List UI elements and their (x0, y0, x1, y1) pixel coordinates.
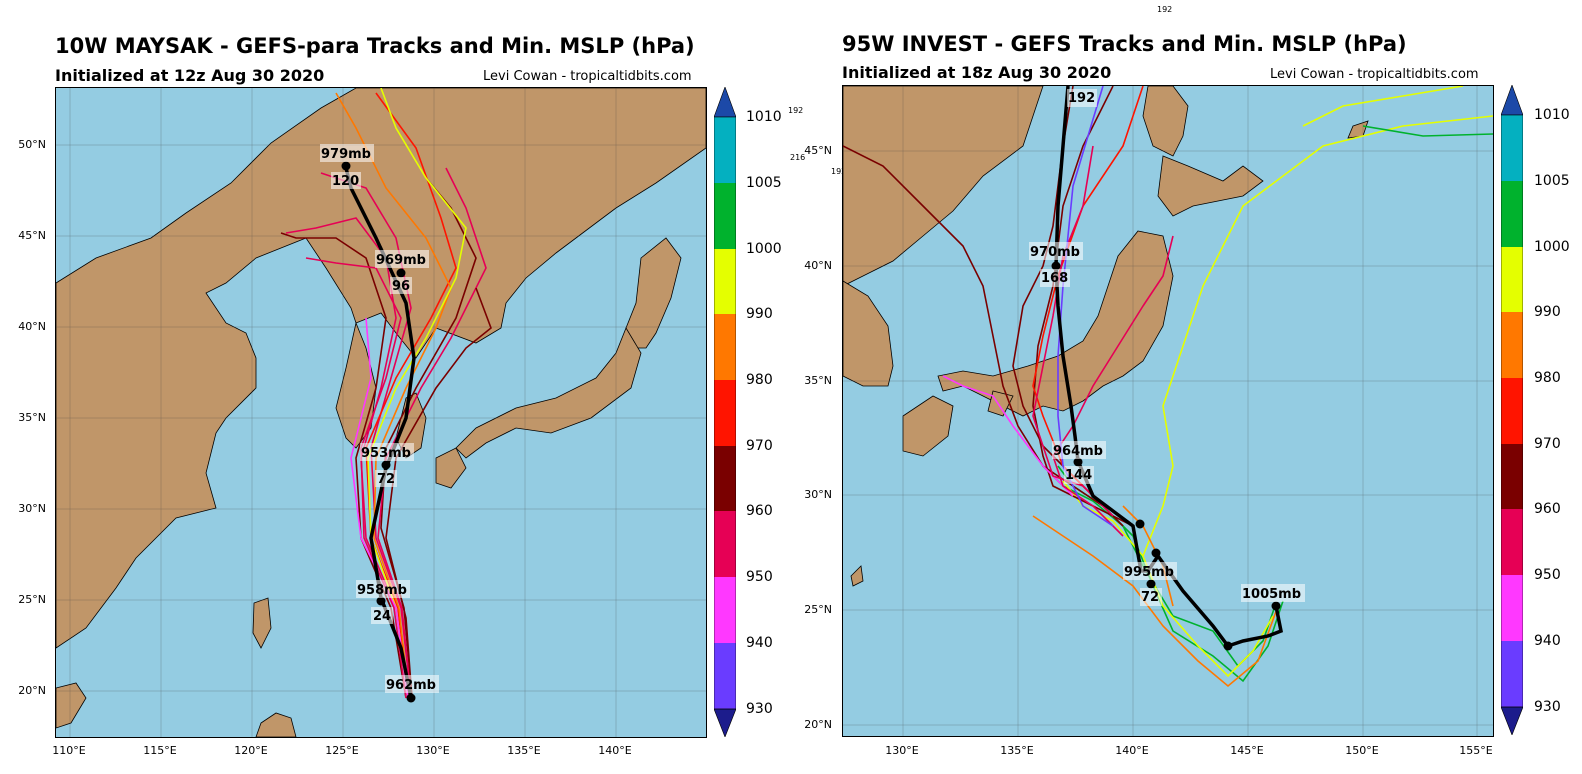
left-lat-label: 20°N (18, 684, 46, 697)
right-track-point (1051, 261, 1061, 271)
right-ann-192: 192 (1068, 91, 1095, 106)
right-lat-label: 40°N (804, 259, 832, 272)
left-ann-24: 24 (373, 609, 391, 624)
left-track-point (406, 693, 416, 703)
right-ann-168: 168 (1041, 271, 1068, 286)
right-lon-label: 145°E (1230, 744, 1264, 757)
right-track-point (1146, 579, 1156, 589)
left-lat-label: 50°N (18, 138, 46, 151)
left-ann-120: 120 (332, 174, 359, 189)
left-cbar-label: 970 (746, 438, 773, 454)
right-cbar-label: 1005 (1534, 173, 1570, 189)
right-colorbar (1501, 85, 1523, 735)
left-cbar-label: 990 (746, 306, 773, 322)
left-cbar-label: 930 (746, 701, 773, 717)
right-init: Initialized at 18z Aug 30 2020 (842, 63, 1112, 82)
left-ann-979mb: 979mb (321, 147, 371, 162)
left-lon-label: 120°E (234, 744, 268, 757)
right-map-svg: 979mb 192 970mb 168 964mb 144 995mb 72 1… (843, 86, 1493, 736)
left-lon-label: 135°E (507, 744, 541, 757)
right-ann-72: 72 (1141, 590, 1159, 605)
left-cbar-label: 1000 (746, 241, 782, 257)
right-lat-label: 25°N (804, 603, 832, 616)
left-ann-962mb: 962mb (386, 678, 436, 693)
left-track-point (376, 596, 386, 606)
left-ann-969mb: 969mb (376, 253, 426, 268)
right-cbar-label: 990 (1534, 304, 1561, 320)
left-cbar-label: 980 (746, 372, 773, 388)
left-ann-958mb: 958mb (357, 583, 407, 598)
left-ann-96: 96 (392, 279, 410, 294)
right-cbar-label: 970 (1534, 436, 1561, 452)
right-ann-144: 144 (1065, 468, 1092, 483)
right-lat-label: 30°N (804, 488, 832, 501)
left-lat-label: 40°N (18, 320, 46, 333)
left-lat-label: 35°N (18, 411, 46, 424)
left-lon-label: 125°E (325, 744, 359, 757)
right-lat-label: 20°N (804, 718, 832, 731)
right-cbar-label: 960 (1534, 501, 1561, 517)
left-ann-72: 72 (377, 472, 395, 487)
right-cbar-label: 980 (1534, 370, 1561, 386)
left-track-point (396, 268, 406, 278)
left-lon-label: 130°E (416, 744, 450, 757)
right-track-point (1135, 519, 1145, 529)
right-track-point (1151, 548, 1161, 558)
right-lon-label: 155°E (1459, 744, 1493, 757)
right-lon-label: 150°E (1345, 744, 1379, 757)
right-ann-964mb: 964mb (1053, 444, 1103, 459)
left-lat-label: 25°N (18, 593, 46, 606)
right-lon-label: 135°E (1000, 744, 1034, 757)
right-cbar-label: 930 (1534, 699, 1561, 715)
right-cbar-label: 950 (1534, 567, 1561, 583)
left-cbar-label: 1005 (746, 175, 782, 191)
left-lat-label: 45°N (18, 229, 46, 242)
right-track-point (1271, 601, 1281, 611)
right-ann-1005mb: 1005mb (1242, 587, 1301, 602)
right-track-point (1223, 641, 1233, 651)
left-lon-label: 110°E (52, 744, 86, 757)
right-map: 979mb 192 970mb 168 964mb 144 995mb 72 1… (842, 85, 1494, 737)
left-lon-label: 140°E (598, 744, 632, 757)
right-title: 95W INVEST - GEFS Tracks and Min. MSLP (… (842, 32, 1407, 56)
stray-label: 216 (790, 153, 806, 162)
left-track-point (381, 460, 391, 470)
left-cbar-label: 940 (746, 635, 773, 651)
right-cbar-label: 1010 (1534, 107, 1570, 123)
stray-label: 192 (831, 167, 847, 176)
right-cbar-label: 1000 (1534, 239, 1570, 255)
right-credit: Levi Cowan - tropicaltidbits.com (1270, 67, 1479, 82)
right-lat-label: 45°N (804, 144, 832, 157)
left-title: 10W MAYSAK - GEFS-para Tracks and Min. M… (55, 34, 695, 58)
left-map-svg: 979mb 120 969mb 96 953mb 72 958mb 24 962… (56, 88, 706, 737)
left-track-point (341, 161, 351, 171)
left-credit: Levi Cowan - tropicaltidbits.com (483, 69, 692, 84)
right-track-point (1073, 457, 1083, 467)
right-lon-label: 140°E (1115, 744, 1149, 757)
left-lon-label: 115°E (143, 744, 177, 757)
left-ann-953mb: 953mb (361, 446, 411, 461)
right-lon-label: 130°E (885, 744, 919, 757)
left-init: Initialized at 12z Aug 30 2020 (55, 66, 325, 85)
left-map: 979mb 120 969mb 96 953mb 72 958mb 24 962… (55, 87, 707, 738)
stray-label: 192 (1157, 5, 1173, 14)
left-lat-label: 30°N (18, 502, 46, 515)
left-cbar-label: 950 (746, 569, 773, 585)
left-colorbar (714, 87, 736, 737)
left-cbar-label: 1010 (746, 109, 782, 125)
right-lat-label: 35°N (804, 374, 832, 387)
right-cbar-label: 940 (1534, 633, 1561, 649)
stray-label: 192 (788, 106, 804, 115)
right-ann-995mb: 995mb (1124, 565, 1174, 580)
left-cbar-label: 960 (746, 503, 773, 519)
right-ann-970mb: 970mb (1030, 245, 1080, 260)
